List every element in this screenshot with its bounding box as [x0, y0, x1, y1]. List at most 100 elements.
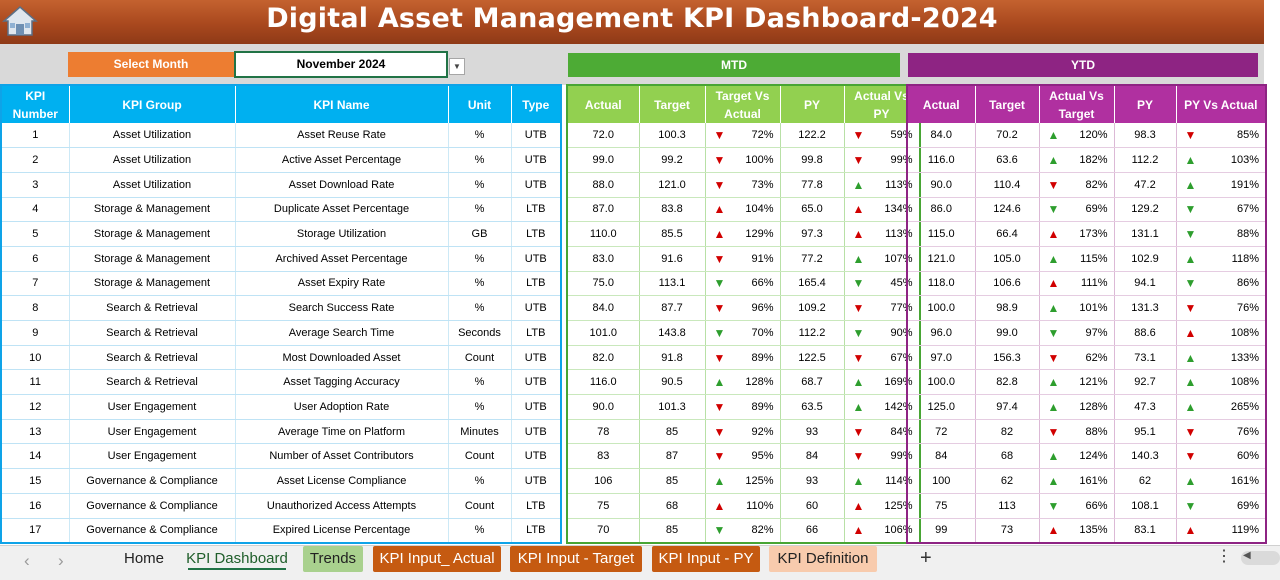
ytd-row[interactable]: 115.0 66.4 ▲ 173% 131.1 ▼ 88%	[907, 221, 1267, 247]
month-select[interactable]: November 2024	[234, 51, 448, 78]
home-icon[interactable]	[2, 4, 38, 38]
mtd-row[interactable]: 88.0 121.0 ▼ 73% 77.8 ▲ 113%	[567, 172, 920, 198]
mtd-py-cell: 77.2	[780, 246, 845, 272]
ytd-row[interactable]: 116.0 63.6 ▲ 182% 112.2 ▲ 103%	[907, 147, 1267, 173]
sheet-tab[interactable]: KPI Dashboard	[186, 550, 288, 567]
ytd-row[interactable]: 121.0 105.0 ▲ 115% 102.9 ▲ 118%	[907, 246, 1267, 272]
kpi-row[interactable]: 3 Asset Utilization Asset Download Rate% UT…	[1, 172, 562, 198]
kpi-row[interactable]: 10 Search & Retrieval Most Downloaded Asse…	[1, 345, 562, 371]
kpi-row[interactable]: 1 Asset Utilization Asset Reuse Rate% UTB	[1, 123, 562, 149]
ytd-row[interactable]: 125.0 97.4 ▲ 128% 47.3 ▲ 265%	[907, 394, 1267, 420]
mtd-row[interactable]: 70 85 ▼ 82% 66 ▲ 106%	[567, 518, 920, 544]
more-vertical-icon[interactable]: ⋮	[1216, 548, 1232, 565]
chevron-left-icon[interactable]: ‹	[24, 551, 30, 570]
arrow-up-icon: ▲	[852, 523, 865, 538]
kpi-group-cell: Governance & Compliance	[69, 493, 236, 519]
type-cell: UTB	[511, 246, 562, 272]
kpi-row[interactable]: 17 Governance & Compliance Expired License…	[1, 518, 562, 544]
ytd-actual-vs-target-cell-content: ▲ 101%	[1042, 301, 1112, 315]
ytd-target-cell: 106.6	[975, 271, 1040, 297]
sheet-tab[interactable]: KPI Input_ Actual	[373, 546, 501, 572]
ytd-actual-vs-target-cell: ▲ 135%	[1039, 518, 1115, 544]
arrow-down-icon: ▼	[713, 350, 726, 365]
kpi-row[interactable]: 4 Storage & Management Duplicate Asset Per…	[1, 197, 562, 223]
kpi-row[interactable]: 12 User Engagement User Adoption Rate% UTB	[1, 394, 562, 420]
ytd-py-vs-actual-cell-content: ▲ 133%	[1179, 351, 1264, 365]
mtd-row[interactable]: 78 85 ▼ 92% 93 ▼ 84%	[567, 419, 920, 445]
kpi-row[interactable]: 6 Storage & Management Archived Asset Perc…	[1, 246, 562, 272]
ytd-py-vs-actual-cell-value: 118%	[1231, 252, 1259, 265]
ytd-row[interactable]: 100.0 82.8 ▲ 121% 92.7 ▲ 108%	[907, 369, 1267, 396]
sheet-tab[interactable]: KPI Input - PY	[652, 546, 760, 572]
kpi-row[interactable]: 14 User Engagement Number of Asset Contrib…	[1, 443, 562, 470]
kpi-group-cell: Storage & Management	[69, 271, 236, 297]
ytd-row[interactable]: 97.0 156.3 ▼ 62% 73.1 ▲ 133%	[907, 345, 1267, 371]
mtd-row[interactable]: 84.0 87.7 ▼ 96% 109.2 ▼ 77%	[567, 295, 920, 321]
ytd-row[interactable]: 86.0 124.6 ▼ 69% 129.2 ▼ 67%	[907, 197, 1267, 223]
ytd-actual-cell: 97.0	[907, 345, 976, 371]
ytd-target-cell: 63.6	[975, 147, 1040, 173]
ytd-py-vs-actual-cell: ▲ 133%	[1176, 345, 1267, 371]
ytd-py-vs-actual-cell: ▼ 86%	[1176, 271, 1267, 297]
mtd-row[interactable]: 87.0 83.8 ▲ 104% 65.0 ▲ 134%	[567, 197, 920, 223]
mtd-row[interactable]: 106 85 ▲ 125% 93 ▲ 114%	[567, 468, 920, 494]
kpi-row[interactable]: 2 Asset Utilization Active Asset Percentag…	[1, 147, 562, 173]
chevron-right-icon[interactable]: ›	[58, 551, 64, 570]
mtd-target-cell: 87.7	[639, 295, 706, 321]
mtd-actual-vs-py-cell-content: ▲ 107%	[847, 252, 917, 266]
mtd-row[interactable]: 90.0 101.3 ▼ 89% 63.5 ▲ 142%	[567, 394, 920, 420]
ytd-row[interactable]: 84 68 ▲ 124% 140.3 ▼ 60%	[907, 443, 1267, 470]
mtd-target-vs-actual-cell: ▲ 128%	[705, 369, 781, 396]
kpi-row[interactable]: 8 Search & Retrieval Search Success Rate% U…	[1, 295, 562, 321]
ytd-row[interactable]: 75 113 ▼ 66% 108.1 ▼ 69%	[907, 493, 1267, 519]
ytd-actual-vs-target-cell-content: ▲ 115%	[1042, 252, 1112, 266]
kpi-row[interactable]: 9 Search & Retrieval Average Search Time Se…	[1, 320, 562, 346]
mtd-row[interactable]: 110.0 85.5 ▲ 129% 97.3 ▲ 113%	[567, 221, 920, 247]
sheet-tab[interactable]: Home	[123, 550, 164, 567]
ytd-row[interactable]: 96.0 99.0 ▼ 97% 88.6 ▲ 108%	[907, 320, 1267, 346]
kpi-row[interactable]: 15 Governance & Compliance Asset License C…	[1, 468, 562, 494]
mtd-col-header: Target	[639, 85, 706, 123]
mtd-actual-cell: 70	[567, 518, 640, 544]
plus-icon[interactable]: +	[920, 547, 932, 569]
mtd-row[interactable]: 99.0 99.2 ▼ 100% 99.8 ▼ 99%	[567, 147, 920, 173]
kpi-group-cell: Governance & Compliance	[69, 518, 236, 544]
kpi-group-cell: Search & Retrieval	[69, 320, 236, 346]
ytd-row[interactable]: 100.0 98.9 ▲ 101% 131.3 ▼ 76%	[907, 295, 1267, 321]
kpi-row[interactable]: 11 Search & Retrieval Asset Tagging Accura…	[1, 369, 562, 396]
kpi-row[interactable]: 7 Storage & Management Asset Expiry Rate% L…	[1, 271, 562, 297]
ytd-row[interactable]: 90.0 110.4 ▼ 82% 47.2 ▲ 191%	[907, 172, 1267, 198]
mtd-target-vs-actual-cell-content: ▼ 89%	[708, 351, 778, 365]
mtd-row[interactable]: 101.0 143.8 ▼ 70% 112.2 ▼ 90%	[567, 320, 920, 346]
sheet-tab[interactable]: Trends	[303, 546, 363, 572]
mtd-row[interactable]: 75 68 ▲ 110% 60 ▲ 125%	[567, 493, 920, 519]
ytd-actual-vs-target-cell-value: 161%	[1079, 474, 1108, 487]
kpi-row[interactable]: 5 Storage & Management Storage Utilization…	[1, 221, 562, 247]
horizontal-scrollbar[interactable]: ◀	[1241, 550, 1280, 565]
sheet-tab[interactable]: KPI Input - Target	[510, 546, 642, 572]
mtd-row[interactable]: 75.0 113.1 ▼ 66% 165.4 ▼ 45%	[567, 271, 920, 297]
ytd-col-header: Target	[975, 85, 1040, 123]
ytd-py-cell: 83.1	[1114, 518, 1177, 544]
mtd-row[interactable]: 83 87 ▼ 95% 84 ▼ 99%	[567, 443, 920, 470]
mtd-row[interactable]: 116.0 90.5 ▲ 128% 68.7 ▲ 169%	[567, 369, 920, 396]
ytd-row[interactable]: 99 73 ▲ 135% 83.1 ▲ 119%	[907, 518, 1267, 544]
kpi-row[interactable]: 16 Governance & Compliance Unauthorized Ac…	[1, 493, 562, 519]
mtd-target-vs-actual-cell-content: ▲ 125%	[708, 474, 778, 488]
mtd-target-vs-actual-cell: ▼ 73%	[705, 172, 781, 198]
mtd-row[interactable]: 72.0 100.3 ▼ 72% 122.2 ▼ 59%	[567, 123, 920, 149]
ytd-actual-vs-target-cell-value: 88%	[1085, 425, 1108, 438]
mtd-target-cell: 85	[639, 468, 706, 494]
mtd-target-vs-actual-cell-content: ▼ 82%	[708, 523, 778, 537]
sheet-tab[interactable]: KPI Definition	[769, 546, 877, 572]
ytd-row[interactable]: 84.0 70.2 ▲ 120% 98.3 ▼ 85%	[907, 123, 1267, 149]
ytd-actual-vs-target-cell-value: 121%	[1079, 376, 1108, 389]
kpi-row[interactable]: 13 User Engagement Average Time on Platfor…	[1, 419, 562, 445]
ytd-row[interactable]: 72 82 ▼ 88% 95.1 ▼ 76%	[907, 419, 1267, 445]
chevron-down-icon[interactable]: ▼	[449, 58, 465, 75]
mtd-actual-vs-py-cell-value: 125%	[884, 499, 913, 512]
ytd-row[interactable]: 100 62 ▲ 161% 62 ▲ 161%	[907, 468, 1267, 494]
mtd-row[interactable]: 83.0 91.6 ▼ 91% 77.2 ▲ 107%	[567, 246, 920, 272]
ytd-row[interactable]: 118.0 106.6 ▲ 111% 94.1 ▼ 86%	[907, 271, 1267, 297]
mtd-row[interactable]: 82.0 91.8 ▼ 89% 122.5 ▼ 67%	[567, 345, 920, 371]
